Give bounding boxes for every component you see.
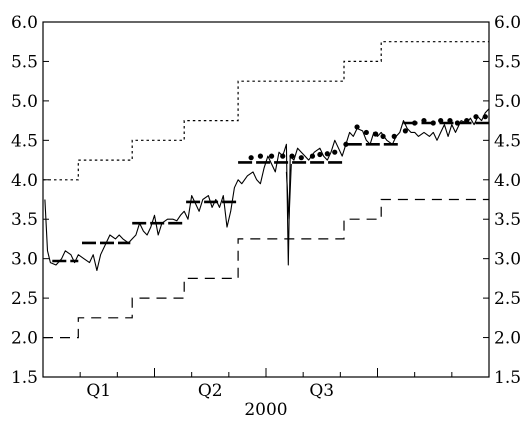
y-tick-label-right: 5.5 <box>494 52 521 72</box>
y-tick-label-right: 4.0 <box>494 171 521 191</box>
y-tick-label-left: 4.5 <box>11 131 38 151</box>
y-tick-label-left: 5.0 <box>11 92 38 112</box>
y-tick-label-left: 2.0 <box>11 329 38 349</box>
y-tick-label-left: 4.0 <box>11 171 38 191</box>
y-tick-label-left: 3.5 <box>11 210 38 230</box>
axis-ticks <box>43 21 489 378</box>
series-point <box>289 153 295 159</box>
series-point <box>438 118 444 124</box>
y-tick-label-left: 1.5 <box>11 368 38 388</box>
series-point <box>373 131 379 137</box>
series-point <box>332 149 338 155</box>
y-tick-label-left: 5.5 <box>11 52 38 72</box>
y-tick-label-right: 2.0 <box>494 329 521 349</box>
series-point <box>430 120 436 126</box>
series-point <box>447 118 453 124</box>
axis-tick-labels: 1.5 1.5 2.0 2.0 2.5 2.5 3.0 3.0 3.5 3.5 4.0 4.0 4.5 4… <box>11 13 521 401</box>
series-point <box>343 141 349 147</box>
y-tick-label-right: 6.0 <box>494 13 521 33</box>
series-point <box>354 124 360 130</box>
series-point <box>317 151 323 158</box>
x-tick-label: Q1 <box>86 381 111 401</box>
series-point <box>268 153 275 159</box>
x-tick-label: Q2 <box>198 381 223 401</box>
series-line <box>43 198 489 339</box>
series-point <box>363 129 369 136</box>
series-line <box>43 41 489 181</box>
series-line <box>285 163 292 220</box>
series-point <box>464 118 470 124</box>
series-point <box>473 114 479 120</box>
y-tick-label-right: 2.5 <box>494 289 521 309</box>
series-point <box>391 133 397 139</box>
series-group <box>43 41 490 339</box>
series-point <box>248 155 254 161</box>
y-tick-label-left: 3.0 <box>11 250 38 270</box>
y-tick-label-right: 5.0 <box>494 92 521 112</box>
x-axis-title: 2000 <box>244 400 287 420</box>
series-point <box>298 155 304 161</box>
y-tick-label-left: 2.5 <box>11 289 38 309</box>
series-line <box>52 121 489 263</box>
series-point <box>402 128 408 134</box>
series-point <box>421 118 427 124</box>
y-tick-label-right: 3.5 <box>494 210 521 230</box>
y-tick-label-left: 6.0 <box>11 13 38 33</box>
y-tick-label-right: 1.5 <box>494 368 521 388</box>
series-line <box>44 108 490 272</box>
y-tick-label-right: 3.0 <box>494 250 521 270</box>
series-point <box>482 114 488 120</box>
series-point <box>380 133 386 139</box>
series-point <box>280 153 286 159</box>
y-tick-label-right: 4.5 <box>494 131 521 151</box>
series-point <box>454 120 461 126</box>
series-point <box>257 153 264 159</box>
x-tick-label: Q3 <box>309 381 334 401</box>
series-point <box>309 153 316 159</box>
series-point <box>412 120 418 126</box>
series-point <box>324 151 330 157</box>
